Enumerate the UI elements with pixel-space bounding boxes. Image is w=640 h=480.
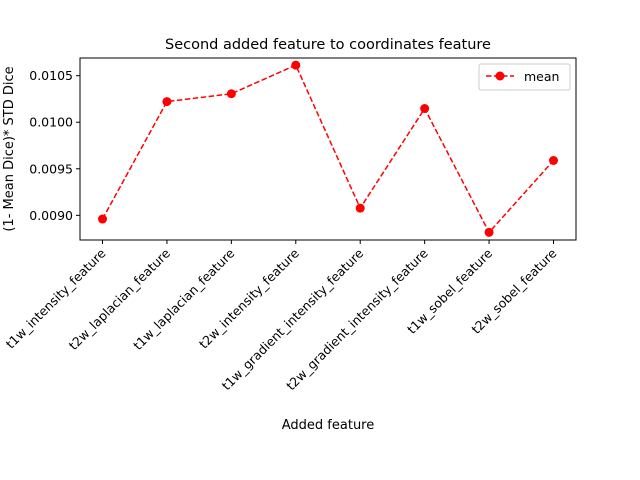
axes-frame	[79, 57, 577, 241]
legend-box	[478, 63, 571, 91]
data-point	[484, 227, 494, 237]
y-axis-label: (1- Mean Dice)* STD Dice	[2, 66, 17, 231]
series-line-mean	[101, 64, 555, 234]
legend: mean	[478, 63, 571, 91]
data-point	[355, 203, 365, 213]
legend-label: mean	[524, 69, 559, 84]
y-tick-label: 0.0100	[29, 115, 73, 130]
data-point	[98, 214, 107, 224]
data-point	[162, 97, 172, 107]
y-tick-label: 0.0105	[29, 68, 73, 83]
y-tick-label: 0.0095	[29, 161, 73, 176]
x-axis-label: Added feature	[282, 418, 375, 433]
data-point	[291, 60, 301, 70]
data-point	[226, 89, 236, 99]
legend-marker	[495, 71, 505, 81]
y-tick-label: 0.0090	[29, 208, 73, 223]
data-point	[420, 104, 430, 114]
chart-title: Second added feature to coordinates feat…	[165, 37, 491, 53]
data-point	[549, 155, 558, 165]
